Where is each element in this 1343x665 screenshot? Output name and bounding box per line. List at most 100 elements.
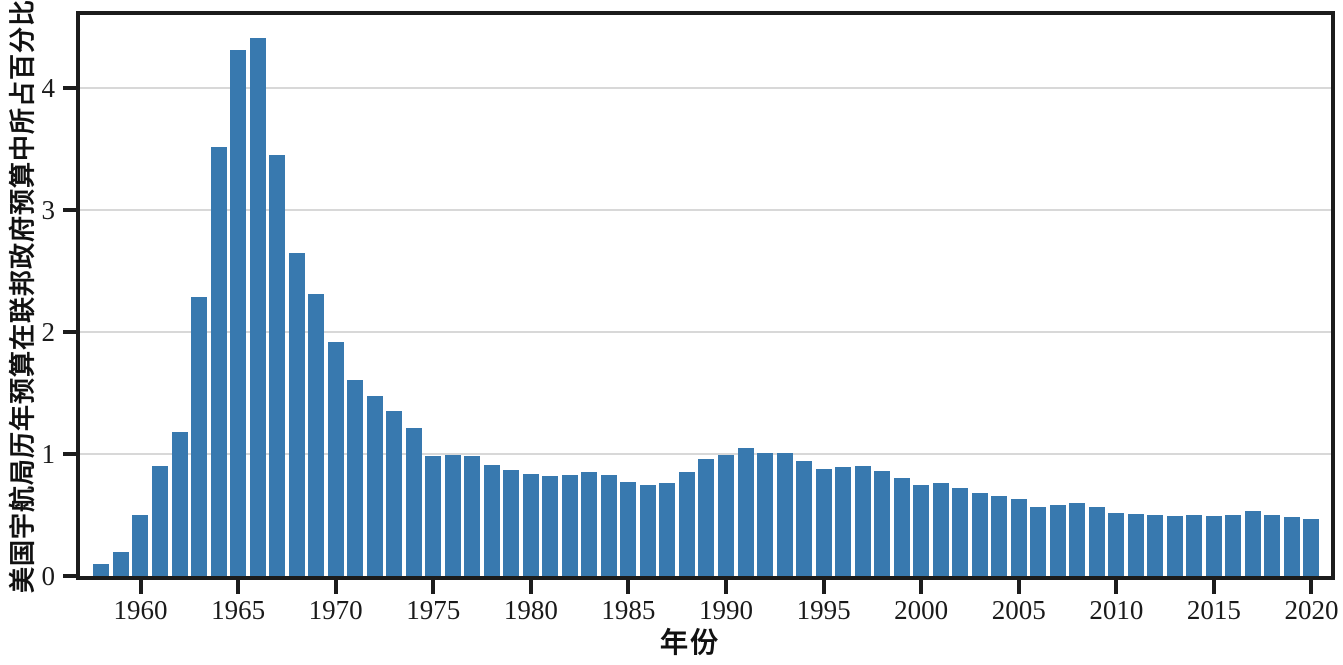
bar-1971 xyxy=(347,379,364,576)
bar-1988 xyxy=(678,472,695,576)
xtick-label-2015: 2015 xyxy=(1186,595,1241,625)
bar-2011 xyxy=(1127,513,1144,576)
bar-2009 xyxy=(1088,506,1105,576)
bar-2018 xyxy=(1264,515,1281,576)
bar-2010 xyxy=(1108,512,1125,576)
xtick-1960 xyxy=(138,580,143,594)
xtick-label-2010: 2010 xyxy=(1089,595,1144,625)
bar-1984 xyxy=(600,474,617,576)
bar-1958 xyxy=(93,563,110,576)
bar-1983 xyxy=(581,472,598,576)
bar-1970 xyxy=(327,341,344,576)
ytick-label-3: 3 xyxy=(41,195,56,226)
gridline-y-4 xyxy=(80,87,1331,90)
bar-2006 xyxy=(1030,506,1047,576)
bar-1962 xyxy=(171,432,188,576)
bar-2004 xyxy=(991,495,1008,576)
bar-1963 xyxy=(191,296,208,576)
bar-2020 xyxy=(1303,518,1320,576)
ytick-4 xyxy=(63,86,76,91)
bar-2015 xyxy=(1205,516,1222,576)
bar-2005 xyxy=(1010,499,1027,576)
xtick-label-2000: 2000 xyxy=(894,595,949,625)
xtick-label-2005: 2005 xyxy=(991,595,1046,625)
bar-1959 xyxy=(112,551,129,576)
bar-1989 xyxy=(698,458,715,576)
bar-2019 xyxy=(1283,517,1300,576)
ytick-label-4: 4 xyxy=(41,73,56,104)
ytick-2 xyxy=(63,330,76,335)
bar-2017 xyxy=(1244,511,1261,576)
bar-2007 xyxy=(1049,505,1066,576)
xtick-2010 xyxy=(1114,580,1119,594)
bar-1997 xyxy=(854,466,871,576)
bar-1998 xyxy=(874,471,891,576)
bar-1973 xyxy=(386,411,403,576)
xtick-1965 xyxy=(236,580,241,594)
xtick-1990 xyxy=(723,580,728,594)
xtick-2000 xyxy=(919,580,924,594)
bar-2012 xyxy=(1147,515,1164,576)
bar-1979 xyxy=(503,469,520,576)
ytick-3 xyxy=(63,208,76,213)
xtick-label-2020: 2020 xyxy=(1284,595,1339,625)
bar-1982 xyxy=(561,474,578,576)
bar-1999 xyxy=(893,478,910,576)
bar-2016 xyxy=(1225,515,1242,576)
gridline-y-3 xyxy=(80,209,1331,212)
bar-1992 xyxy=(757,452,774,576)
x-axis-label: 年份 xyxy=(659,626,721,659)
bar-2003 xyxy=(971,493,988,576)
ytick-1 xyxy=(63,452,76,457)
xtick-1970 xyxy=(333,580,338,594)
bar-1961 xyxy=(152,466,168,576)
xtick-label-1975: 1975 xyxy=(406,595,461,625)
gridline-y-2 xyxy=(80,331,1331,334)
bar-2013 xyxy=(1166,516,1183,576)
bar-1968 xyxy=(288,252,305,576)
bar-2008 xyxy=(1069,502,1086,576)
xtick-1995 xyxy=(821,580,826,594)
bar-1972 xyxy=(366,395,383,576)
bar-1995 xyxy=(815,468,832,576)
bar-1994 xyxy=(796,461,813,576)
xtick-2015 xyxy=(1211,580,1216,594)
xtick-1980 xyxy=(528,580,533,594)
bar-2001 xyxy=(932,483,949,576)
xtick-2020 xyxy=(1309,580,1314,594)
bar-1986 xyxy=(639,484,656,576)
bar-1965 xyxy=(230,50,247,576)
xtick-1975 xyxy=(431,580,436,594)
bar-1985 xyxy=(620,482,637,576)
xtick-label-1985: 1985 xyxy=(601,595,656,625)
bar-1978 xyxy=(483,465,500,576)
bar-1975 xyxy=(425,456,442,576)
xtick-label-1995: 1995 xyxy=(796,595,851,625)
xtick-label-1970: 1970 xyxy=(308,595,363,625)
xtick-label-1990: 1990 xyxy=(698,595,753,625)
xtick-label-1965: 1965 xyxy=(211,595,266,625)
ytick-label-2: 2 xyxy=(41,317,56,348)
xtick-label-1960: 1960 xyxy=(113,595,168,625)
xtick-2005 xyxy=(1016,580,1021,594)
bar-1981 xyxy=(542,476,559,576)
ytick-0 xyxy=(63,574,76,578)
bar-1976 xyxy=(444,455,461,576)
bar-2014 xyxy=(1186,515,1203,576)
bar-2000 xyxy=(913,484,930,576)
bar-1996 xyxy=(835,467,852,576)
bar-1987 xyxy=(659,483,676,576)
xtick-label-1980: 1980 xyxy=(503,595,558,625)
ytick-label-0: 0 xyxy=(41,561,56,591)
bar-1993 xyxy=(776,452,793,576)
bar-1964 xyxy=(210,146,227,576)
bar-1977 xyxy=(464,456,481,576)
bar-1960 xyxy=(132,515,149,576)
bar-1974 xyxy=(405,428,422,576)
bar-2002 xyxy=(952,488,969,576)
bar-1980 xyxy=(522,473,539,576)
gridline-y-1 xyxy=(80,453,1331,456)
ytick-label-1: 1 xyxy=(41,439,56,470)
bar-1990 xyxy=(717,455,734,576)
